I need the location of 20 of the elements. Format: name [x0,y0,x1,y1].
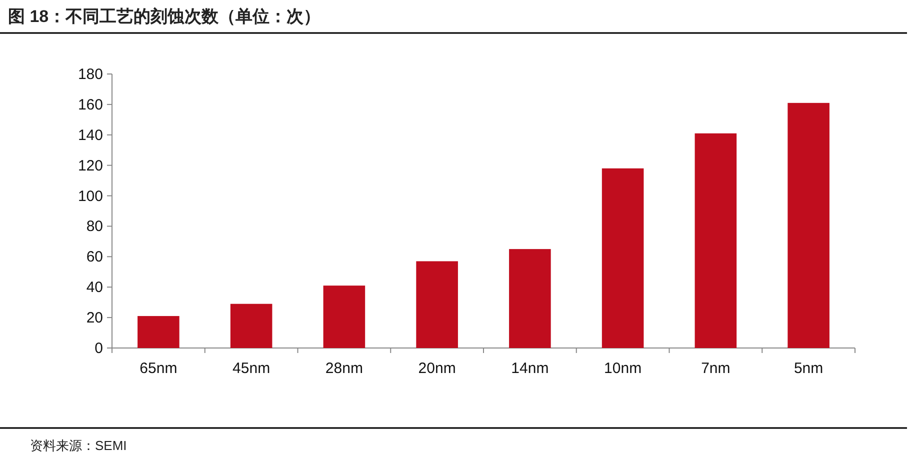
annotation: 资料来源：SEMI [30,438,127,453]
x-tick-label: 7nm [701,360,730,377]
y-tick-label: 120 [78,157,103,174]
title: 图 18：不同工艺的刻蚀次数（单位：次） [8,7,321,26]
x-tick-label: 45nm [232,360,270,377]
y-tick-label: 100 [78,188,103,205]
y-tick-label: 60 [86,248,103,266]
y-tick-label: 20 [86,310,103,327]
x-tick-label: 20nm [418,360,456,377]
y-tick-label: 180 [78,66,103,83]
x-tick-label: 5nm [794,360,824,377]
x-tick-label: 10nm [604,360,642,377]
x-tick-label: 28nm [325,360,363,377]
y-tick-label: 160 [78,96,103,114]
y-tick-label: 140 [78,126,103,144]
y-tick-label: 0 [94,340,103,357]
y-tick-label: 40 [86,279,103,296]
y-tick-label: 80 [86,218,103,236]
x-tick-label: 14nm [511,360,549,377]
x-tick-label: 65nm [140,360,178,377]
